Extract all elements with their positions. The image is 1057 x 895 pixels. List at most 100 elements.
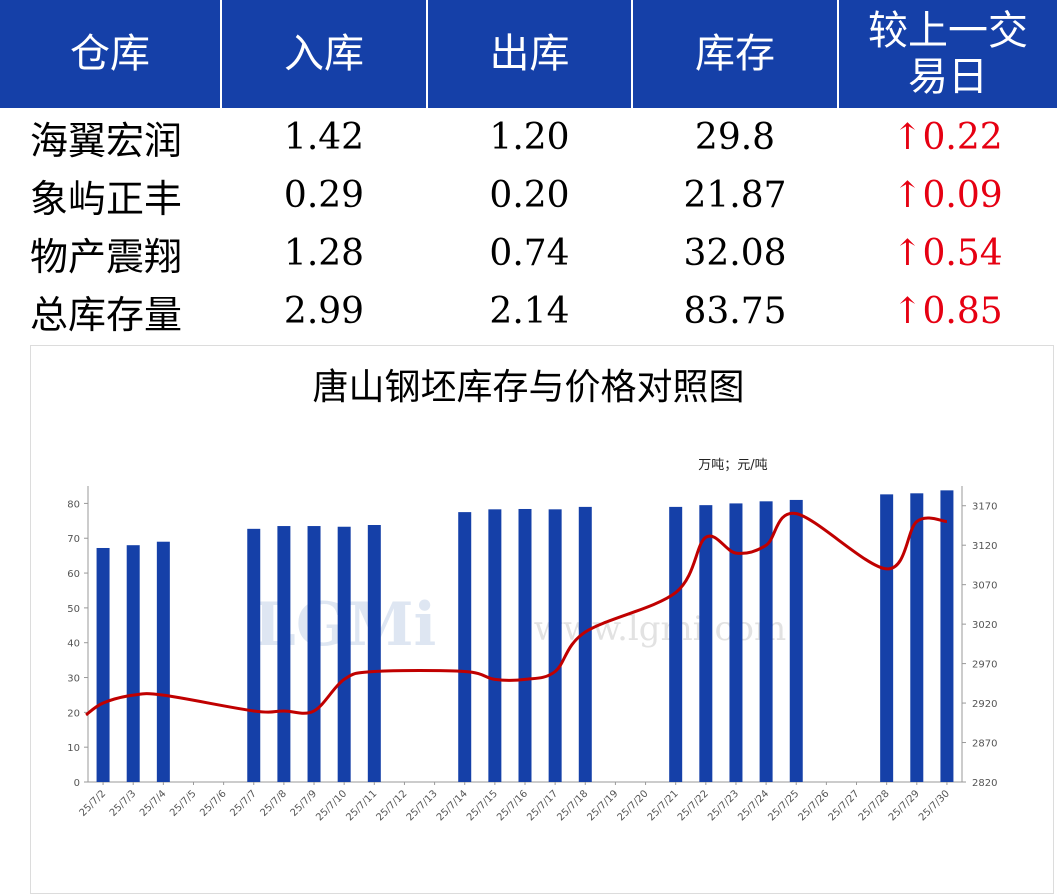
inventory-bar	[940, 490, 954, 782]
x-tick-label: 25/7/12	[375, 788, 410, 823]
x-tick-label: 25/7/16	[495, 788, 530, 823]
change-value: ↑0.09	[892, 174, 1003, 216]
inventory-bar	[126, 545, 140, 782]
watermark-url: www.lgmi.com	[534, 609, 786, 649]
x-tick-label: 25/7/14	[435, 788, 470, 823]
inventory-bar	[277, 526, 291, 782]
x-tick-label: 25/7/2	[78, 788, 109, 819]
warehouse-name: 海翼宏润	[30, 118, 183, 163]
inventory-bar	[789, 499, 803, 782]
x-tick-label: 25/7/10	[314, 788, 349, 823]
header-inbound: 入库	[221, 0, 428, 108]
y-left-tick-label: 60	[67, 569, 80, 580]
x-tick-label: 25/7/21	[646, 788, 681, 823]
x-tick-label: 25/7/20	[616, 788, 651, 823]
inventory-table-wrap: 仓库 入库 出库 库存 较上一交易日 海翼宏润 1.42 1.20 29.8 ↑…	[0, 0, 1057, 340]
inventory-bar	[156, 541, 170, 782]
outbound-value: 1.20	[489, 116, 570, 158]
header-warehouse: 仓库	[0, 0, 222, 108]
warehouse-name: 物产震翔	[30, 234, 183, 279]
header-stock: 库存	[632, 0, 839, 108]
inventory-bar	[367, 525, 381, 782]
inventory-bar	[488, 509, 502, 782]
x-tick-label: 25/7/8	[258, 788, 289, 819]
table-row: 物产震翔 1.28 0.74 32.08 ↑0.54	[0, 224, 1057, 282]
x-tick-label: 25/7/17	[525, 788, 560, 823]
x-tick-label: 25/7/3	[108, 788, 139, 819]
inventory-bar	[307, 526, 321, 782]
table-row: 海翼宏润 1.42 1.20 29.8 ↑0.22	[0, 108, 1057, 166]
y-right-tick-label: 2820	[972, 778, 997, 789]
x-tick-label: 25/7/7	[228, 788, 259, 819]
stock-value: 83.75	[683, 290, 787, 332]
x-tick-label: 25/7/19	[585, 788, 620, 823]
y-left-tick-label: 0	[74, 778, 80, 789]
header-outbound: 出库	[427, 0, 633, 108]
y-left-tick-label: 50	[67, 604, 80, 615]
y-left-tick-label: 80	[67, 499, 80, 510]
table-row: 象屿正丰 0.29 0.20 21.87 ↑0.09	[0, 166, 1057, 224]
price-line	[85, 512, 948, 717]
stock-value: 29.8	[694, 116, 776, 158]
x-tick-label: 25/7/27	[827, 788, 862, 823]
unit-label: 万吨；元/吨	[698, 458, 767, 473]
inventory-bar	[699, 505, 713, 782]
x-tick-label: 25/7/4	[138, 788, 169, 819]
x-tick-label: 25/7/29	[887, 788, 922, 823]
y-left-tick-label: 30	[67, 674, 80, 685]
y-left-tick-label: 10	[67, 743, 80, 754]
stock-value: 32.08	[683, 232, 787, 274]
outbound-value: 0.74	[489, 232, 570, 274]
inventory-bar	[578, 506, 592, 782]
stock-value: 21.87	[683, 174, 787, 216]
inventory-bar	[247, 528, 261, 782]
inventory-bar	[548, 509, 562, 782]
inbound-value: 1.28	[283, 232, 365, 274]
y-left-tick-label: 70	[67, 534, 80, 545]
x-tick-label: 25/7/18	[555, 788, 590, 823]
inventory-bar	[759, 501, 773, 782]
outbound-value: 2.14	[489, 290, 570, 332]
y-left-tick-label: 40	[67, 639, 80, 650]
inventory-bar	[518, 508, 532, 782]
y-right-tick-label: 2870	[972, 739, 997, 750]
inventory-bar	[669, 506, 683, 782]
x-tick-label: 25/7/24	[736, 788, 771, 823]
header-change: 较上一交易日	[838, 0, 1057, 108]
x-tick-label: 25/7/30	[917, 788, 952, 823]
change-value: ↑0.85	[892, 290, 1003, 332]
inventory-bar	[337, 526, 351, 782]
x-tick-label: 25/7/11	[344, 788, 379, 823]
warehouse-name: 总库存量	[30, 292, 183, 337]
change-value: ↑0.22	[892, 116, 1003, 158]
inventory-bar	[96, 547, 110, 782]
x-tick-label: 25/7/25	[766, 788, 801, 823]
inventory-bar	[729, 503, 743, 782]
x-tick-label: 25/7/13	[405, 788, 440, 823]
inbound-value: 2.99	[283, 290, 365, 332]
y-right-tick-label: 2970	[972, 660, 997, 671]
outbound-value: 0.20	[489, 174, 570, 216]
x-tick-label: 25/7/6	[198, 788, 229, 819]
x-tick-label: 25/7/23	[706, 788, 741, 823]
inventory-bar	[910, 493, 924, 782]
inventory-table: 仓库 入库 出库 库存 较上一交易日 海翼宏润 1.42 1.20 29.8 ↑…	[0, 0, 1057, 340]
chart-title: 唐山钢坯库存与价格对照图	[312, 367, 745, 408]
inventory-bar	[880, 494, 894, 782]
y-right-tick-label: 3120	[972, 541, 997, 552]
x-tick-label: 25/7/26	[796, 788, 831, 823]
x-tick-label: 25/7/5	[168, 788, 199, 819]
warehouse-name: 象屿正丰	[30, 176, 183, 221]
table-header-row: 仓库 入库 出库 库存 较上一交易日	[0, 0, 1057, 108]
table-row: 总库存量 2.99 2.14 83.75 ↑0.85	[0, 282, 1057, 340]
inventory-bar	[458, 512, 472, 782]
y-left-tick-label: 20	[67, 708, 80, 719]
change-value: ↑0.54	[892, 232, 1003, 274]
y-right-tick-label: 3070	[972, 581, 997, 592]
x-tick-label: 25/7/15	[465, 788, 500, 823]
inbound-value: 0.29	[283, 174, 365, 216]
inbound-value: 1.42	[283, 116, 365, 158]
y-right-tick-label: 2920	[972, 699, 997, 710]
x-tick-label: 25/7/22	[676, 788, 711, 823]
